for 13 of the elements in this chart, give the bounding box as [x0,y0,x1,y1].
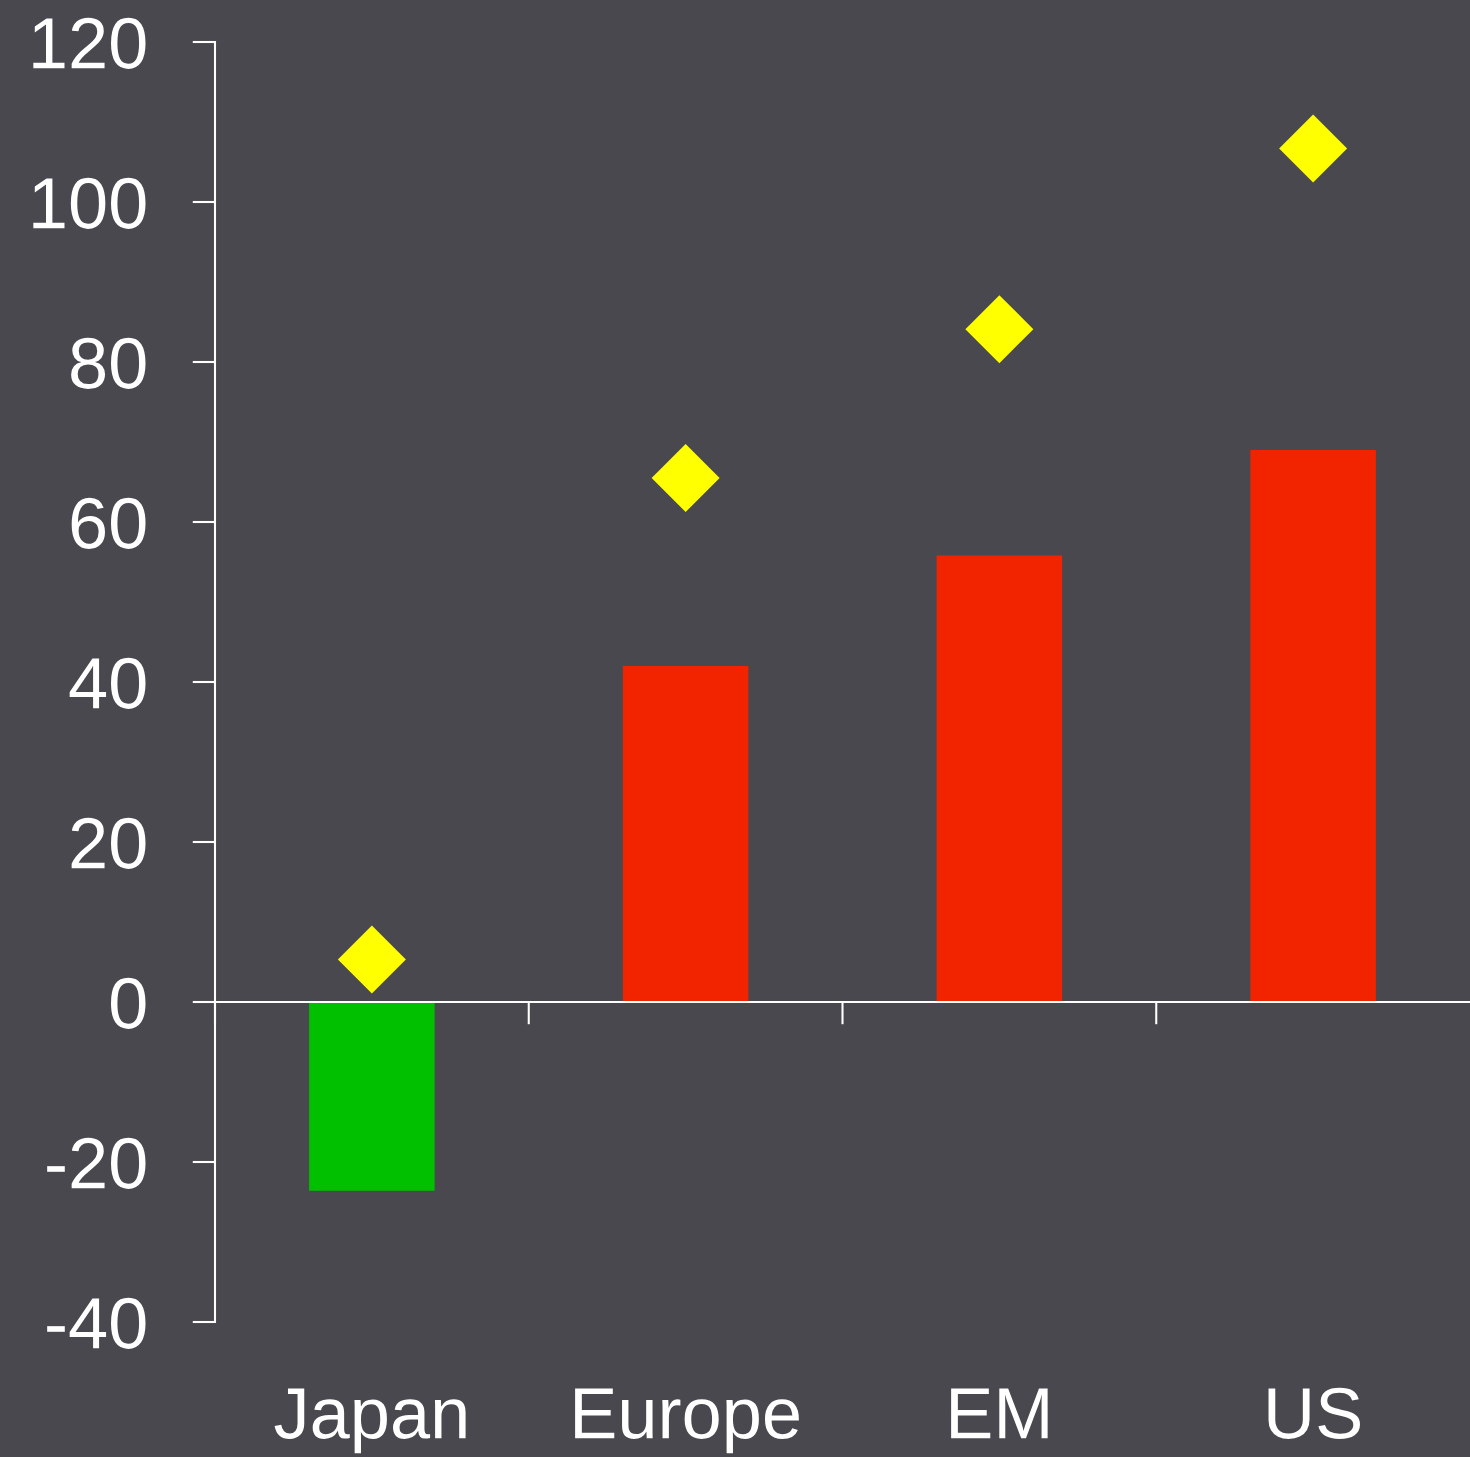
x-tick-label: EM [951,1388,1048,1439]
y-tick-label: 100 [33,177,146,229]
x-tick-label: US [1268,1387,1360,1439]
y-tick-label: 120 [33,17,146,69]
y-tick-label: 40 [69,657,146,709]
y-tick-label: 20 [71,817,146,869]
y-tick-label: -40 [47,1297,146,1349]
x-tick-label: Japan [274,1388,466,1454]
y-tick-label: 60 [71,497,146,549]
y-tick-label: 80 [71,337,146,389]
x-tick-label: Europe [575,1388,799,1454]
y-tick-label: 0 [110,977,146,1029]
y-tick-label: -20 [47,1137,146,1189]
